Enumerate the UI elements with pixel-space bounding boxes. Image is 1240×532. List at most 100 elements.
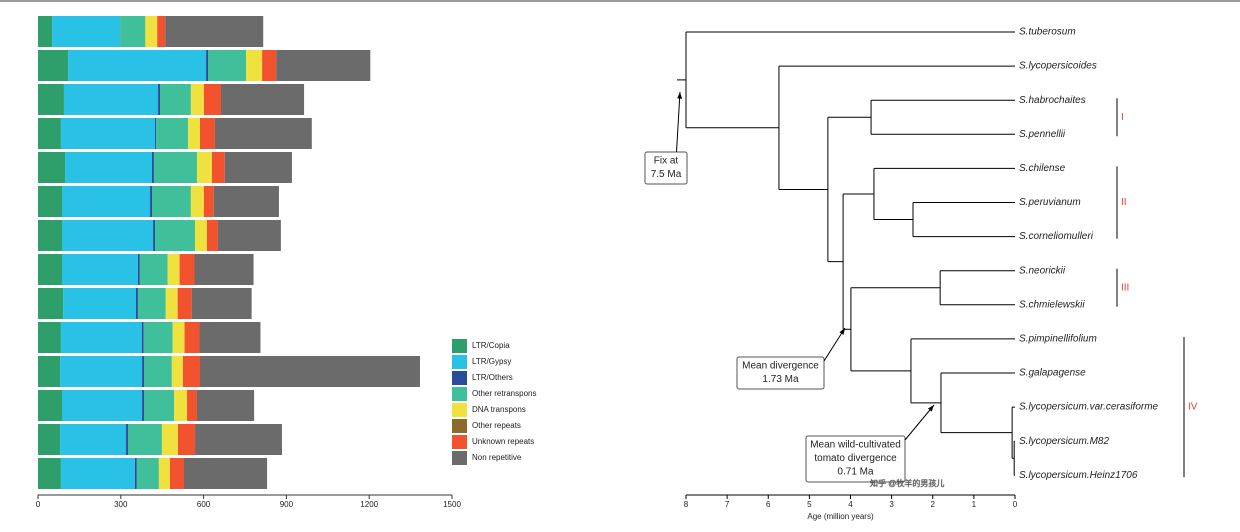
bar-segment — [184, 458, 268, 489]
legend-label: Other repeats — [472, 421, 521, 430]
bar-segment — [155, 118, 157, 149]
bar-segment — [137, 254, 140, 285]
annotation-text: 7.5 Ma — [651, 169, 682, 180]
bar-segment — [187, 390, 197, 421]
species-label: S.peruvianum — [1019, 197, 1081, 208]
legend-label: Other retranspons — [472, 389, 536, 398]
bar-segment — [158, 84, 160, 115]
legend-swatch — [452, 435, 467, 449]
legend-label: LTR/Copia — [472, 341, 510, 350]
bar-segment — [246, 50, 263, 81]
bar-segment — [143, 356, 172, 387]
annotation-text: 1.73 Ma — [762, 374, 799, 385]
annotation-box — [644, 151, 688, 185]
bar-segment — [195, 424, 282, 455]
x-tick-label: 3 — [889, 500, 894, 509]
bar-segment — [63, 288, 136, 319]
bar-segment — [174, 390, 188, 421]
annotation-text: Mean divergence — [742, 361, 819, 372]
x-tick-label: 300 — [114, 500, 128, 509]
bar-segment — [262, 50, 277, 81]
legend-label: Unknown repeats — [472, 437, 534, 446]
annotation-arrowhead — [677, 92, 683, 99]
bar-segment — [38, 458, 61, 489]
annotation-text: 0.71 Ma — [837, 467, 874, 478]
x-tick-label: 6 — [766, 500, 771, 509]
bar-segment — [172, 322, 185, 353]
annotation-box — [805, 435, 906, 483]
bar-segment — [224, 152, 292, 183]
bar-segment — [156, 118, 189, 149]
legend-swatch — [452, 451, 467, 465]
bar-segment — [38, 254, 63, 285]
annotation-arrow — [676, 91, 681, 153]
bar-segment — [190, 186, 204, 217]
x-tick-label: 2 — [931, 500, 936, 509]
x-tick-label: 0 — [36, 500, 41, 509]
bar-segment — [199, 322, 261, 353]
bar-segment — [159, 84, 191, 115]
annotation-box — [736, 356, 825, 390]
bar-segment — [188, 118, 201, 149]
x-tick-label: 1 — [972, 500, 977, 509]
bar-segment — [182, 356, 201, 387]
species-label: S.lycopersicum.var.cerasiforme — [1019, 402, 1159, 413]
bar-segment — [220, 84, 305, 115]
species-label: S.galapagense — [1019, 368, 1086, 379]
bar-segment — [62, 186, 151, 217]
species-label: S.lycopersicoides — [1019, 61, 1097, 72]
bar-segment — [120, 16, 146, 47]
bar-segment — [145, 16, 158, 47]
bar-segment — [195, 220, 207, 251]
species-label: S.pimpinellifolium — [1019, 334, 1097, 345]
bar-segment — [190, 84, 204, 115]
x-tick-label: 8 — [684, 500, 689, 509]
bar-segment — [38, 390, 63, 421]
annotation-text: Fix at — [654, 156, 679, 167]
bar-segment — [169, 458, 185, 489]
bar-segment — [194, 254, 254, 285]
legend-swatch — [452, 387, 467, 401]
bar-segment — [213, 186, 279, 217]
bar-segment — [153, 152, 197, 183]
x-axis-title: Age (million years) — [807, 512, 874, 521]
bar-segment — [68, 50, 207, 81]
bar-segment — [196, 390, 255, 421]
legend-label: LTR/Gypsy — [472, 357, 511, 366]
bar-segment — [179, 254, 195, 285]
bar-segment — [165, 288, 178, 319]
bar-segment — [65, 152, 152, 183]
species-label: S.tuberosum — [1019, 27, 1076, 38]
bar-segment — [142, 390, 144, 421]
bar-segment — [60, 458, 135, 489]
bar-segment — [139, 254, 168, 285]
x-tick-label: 600 — [197, 500, 211, 509]
annotation-text: Mean wild-cultivated — [810, 440, 901, 451]
x-tick-label: 1200 — [360, 500, 378, 509]
bar-segment — [126, 424, 128, 455]
bar-segment — [211, 152, 225, 183]
bar-segment — [177, 424, 196, 455]
bar-segment — [135, 288, 138, 319]
bar-segment — [38, 424, 61, 455]
bar-segment — [206, 50, 209, 81]
legend-label: Non repetitive — [472, 453, 522, 462]
bar-segment — [153, 220, 156, 251]
bar-segment — [38, 356, 61, 387]
x-tick-label: 5 — [807, 500, 812, 509]
bar-segment — [127, 424, 162, 455]
bar-segment — [161, 424, 178, 455]
bar-segment — [60, 322, 142, 353]
clade-label: III — [1121, 282, 1129, 293]
bar-segment — [143, 322, 173, 353]
legend-swatch — [452, 339, 467, 353]
species-label: S.habrochaites — [1019, 95, 1086, 106]
bar-segment — [155, 220, 196, 251]
bar-segment — [38, 288, 64, 319]
legend-swatch — [452, 403, 467, 417]
bar-segment — [217, 220, 281, 251]
bar-segment — [206, 220, 218, 251]
bar-segment — [60, 118, 156, 149]
bar-segment — [142, 356, 144, 387]
